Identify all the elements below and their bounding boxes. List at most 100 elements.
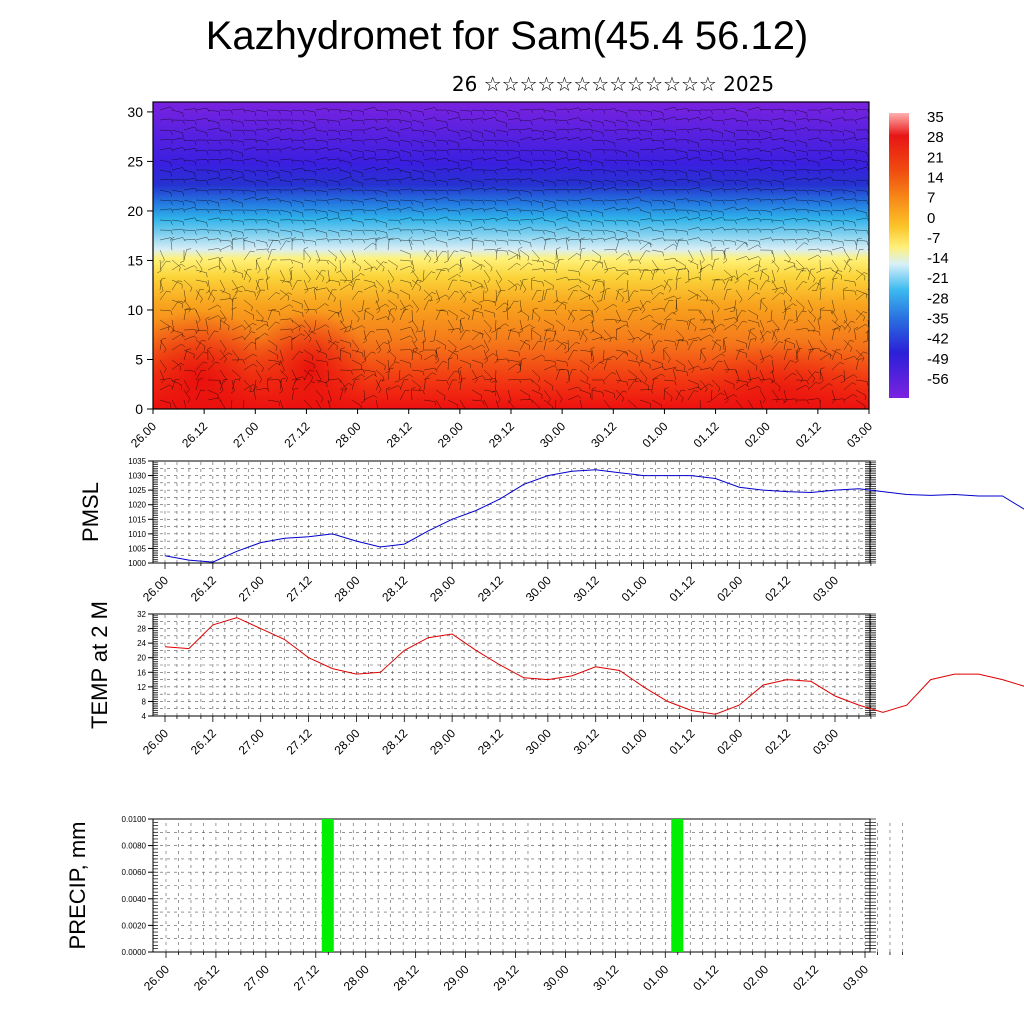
wind-barb (219, 229, 232, 237)
wind-barb (663, 138, 678, 143)
wind-barb (363, 139, 378, 144)
wind-barb (471, 208, 486, 213)
wind-barb (651, 139, 665, 146)
wind-barb (375, 236, 390, 241)
wind-barb (747, 338, 755, 351)
y-tick-label: 16 (137, 668, 146, 677)
wind-barb (387, 208, 402, 213)
wind-barb (327, 279, 341, 286)
wind-barb (627, 219, 640, 227)
wind-barb (351, 290, 363, 301)
wind-barb (230, 379, 235, 394)
wind-barb (387, 199, 401, 206)
wind-barb (579, 309, 593, 315)
wind-barb (267, 399, 281, 407)
wind-barb (423, 236, 438, 241)
wind-barb (507, 378, 522, 384)
wind-barb (171, 279, 183, 289)
wind-barb (591, 387, 597, 401)
wind-barb (627, 399, 637, 409)
wind-barb (195, 236, 210, 241)
wind-barb (663, 312, 677, 321)
wind-barb (399, 374, 414, 381)
wind-barb (627, 179, 640, 188)
wind-barb (663, 318, 672, 331)
wind-barb (615, 349, 628, 357)
wind-barb (639, 226, 654, 231)
wind-barb (219, 109, 233, 115)
wind-barb (747, 217, 762, 222)
wind-barb (711, 319, 717, 334)
wind-barb (339, 176, 354, 181)
wind-barb (207, 199, 220, 208)
wind-barb (819, 287, 826, 301)
wind-barb (807, 369, 816, 383)
wind-barb (687, 318, 695, 331)
wind-barb (531, 369, 541, 382)
pmsl-series-line (164, 469, 1024, 563)
wind-barb (243, 319, 252, 333)
wind-barb (831, 209, 845, 216)
wind-barb (351, 229, 365, 235)
wind-barb (675, 108, 690, 113)
wind-barb (339, 382, 353, 391)
wind-barb (255, 319, 269, 326)
wind-barb (651, 109, 664, 117)
wind-barb (639, 359, 651, 369)
wind-barb (687, 127, 702, 132)
wind-barb (555, 369, 564, 381)
x-tick-label: 27.12 (284, 726, 315, 757)
wind-barb (723, 179, 737, 186)
wind-barb (195, 339, 206, 351)
wind-barb (675, 198, 690, 203)
wind-barb (375, 328, 390, 333)
wind-barb (327, 188, 342, 193)
wind-barb (351, 249, 357, 264)
wind-barb (783, 372, 797, 381)
wind-barb (279, 399, 284, 409)
wind-barb (711, 299, 720, 313)
wind-barb (531, 307, 538, 321)
wind-barb (543, 329, 557, 336)
wind-barb (279, 146, 294, 151)
wind-barb (411, 149, 424, 157)
wind-barb (687, 139, 700, 148)
wind-barb (699, 217, 714, 221)
wind-barb (219, 149, 233, 154)
wind-barb (207, 304, 222, 311)
wind-barb (543, 109, 556, 117)
wind-barb (171, 280, 183, 291)
wind-barb (315, 139, 329, 146)
wind-barb (363, 309, 374, 321)
wind-barb (723, 379, 735, 389)
wind-barb (315, 147, 330, 151)
x-tick-label: 28.12 (391, 962, 422, 993)
wind-barb (387, 279, 392, 294)
wind-barb (555, 258, 564, 271)
wind-barb (303, 331, 316, 341)
wind-barb (435, 139, 449, 146)
wind-barb (327, 339, 338, 350)
wind-barb (459, 259, 464, 274)
wind-barb (543, 119, 557, 124)
wind-barb (507, 262, 521, 271)
wind-barb (855, 166, 869, 171)
wind-barb (831, 374, 846, 381)
wind-barb (531, 179, 544, 187)
wind-barb (855, 324, 869, 331)
wind-barb (183, 108, 198, 113)
wind-barb (843, 179, 856, 187)
wind-barb (867, 139, 869, 141)
wind-barb (207, 361, 220, 371)
wind-barb (615, 369, 621, 384)
wind-barb (219, 352, 233, 361)
wind-barb (507, 389, 512, 404)
wind-barb (531, 309, 541, 322)
wind-barb (663, 243, 677, 251)
wind-barb (219, 349, 227, 363)
wind-barb (663, 179, 677, 186)
wind-barb (483, 353, 497, 361)
wind-barb (375, 219, 388, 228)
